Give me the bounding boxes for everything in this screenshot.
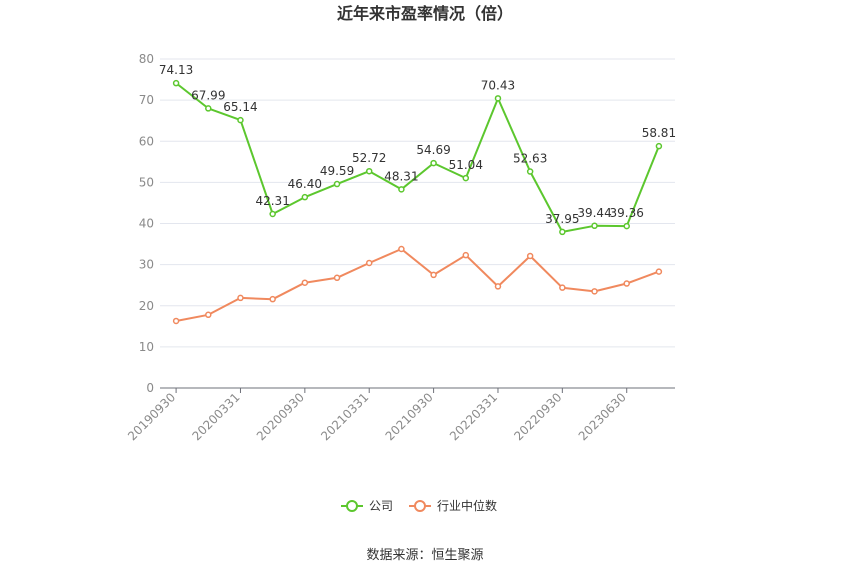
data-label: 51.04 (449, 158, 483, 172)
x-tick-label: 20200930 (254, 390, 307, 443)
data-label: 52.63 (513, 152, 547, 166)
y-tick-label: 20 (139, 299, 154, 313)
series-line-industry-median (175, 248, 660, 322)
x-tick-label: 20210930 (383, 390, 436, 443)
y-tick-label: 50 (139, 175, 154, 189)
data-point[interactable] (205, 311, 212, 319)
legend-item-industry-median[interactable]: 行业中位数 (409, 498, 497, 513)
data-point[interactable] (398, 245, 405, 253)
data-point[interactable] (623, 280, 630, 287)
data-point[interactable] (237, 116, 244, 124)
data-point[interactable] (333, 180, 341, 188)
y-tick-label: 30 (139, 258, 154, 272)
data-label: 58.81 (642, 126, 676, 140)
data-point[interactable] (269, 295, 276, 303)
y-tick-label: 60 (139, 134, 154, 148)
x-tick-label: 20190930 (125, 390, 178, 443)
data-point[interactable] (430, 159, 437, 167)
legend-label: 行业中位数 (437, 498, 497, 513)
data-label: 70.43 (481, 78, 515, 92)
chart-title: 近年来市盈率情况（倍） (337, 4, 513, 23)
legend-marker-icon (346, 500, 358, 512)
data-label: 48.31 (384, 169, 418, 183)
data-point[interactable] (365, 259, 373, 267)
data-point[interactable] (526, 168, 534, 175)
data-label: 39.36 (610, 206, 644, 220)
data-point[interactable] (655, 268, 663, 275)
legend-marker-icon (414, 500, 426, 512)
y-tick-label: 0 (146, 381, 154, 395)
data-label: 74.13 (159, 63, 193, 77)
data-point[interactable] (559, 284, 566, 291)
data-point[interactable] (591, 222, 598, 230)
data-point[interactable] (301, 279, 309, 286)
data-point[interactable] (172, 79, 180, 87)
data-label: 67.99 (191, 88, 225, 102)
data-point[interactable] (462, 251, 470, 259)
x-tick-label: 20220331 (447, 390, 500, 443)
y-tick-label: 70 (139, 93, 154, 107)
series-layer (172, 79, 663, 325)
data-label: 49.59 (320, 164, 354, 178)
data-label: 46.40 (288, 177, 322, 191)
data-point[interactable] (526, 252, 534, 260)
y-tick-label: 10 (139, 340, 154, 354)
grid (160, 58, 675, 348)
x-tick-label: 20200331 (190, 390, 243, 443)
data-point[interactable] (269, 210, 276, 218)
data-point[interactable] (462, 174, 470, 182)
data-point[interactable] (494, 95, 502, 102)
series-line-company (175, 82, 660, 233)
data-point[interactable] (398, 186, 405, 193)
legend-item-company[interactable]: 公司 (341, 499, 393, 513)
data-point[interactable] (237, 294, 244, 302)
x-tick-label: 20220930 (511, 390, 564, 443)
data-point[interactable] (365, 167, 373, 175)
data-point[interactable] (172, 317, 180, 325)
data-point[interactable] (301, 193, 309, 201)
y-tick-label: 40 (139, 217, 154, 231)
data-point[interactable] (559, 228, 566, 236)
data-point[interactable] (623, 222, 630, 230)
data-point[interactable] (205, 105, 212, 112)
x-tick-label: 20230630 (576, 390, 629, 443)
data-label: 42.31 (255, 194, 289, 208)
data-point[interactable] (430, 271, 437, 279)
x-tick-label: 20210331 (318, 390, 371, 443)
data-point[interactable] (494, 283, 502, 290)
data-label: 65.14 (223, 100, 257, 114)
legend[interactable]: 公司 行业中位数 (341, 498, 497, 513)
data-label: 52.72 (352, 151, 386, 165)
data-label: 37.95 (545, 212, 579, 226)
data-point[interactable] (333, 274, 341, 282)
data-label: 39.44 (577, 206, 611, 220)
data-label: 54.69 (416, 143, 450, 157)
data-point[interactable] (655, 142, 663, 150)
source-note: 数据来源：恒生聚源 (366, 548, 483, 563)
y-tick-label: 80 (139, 52, 154, 66)
legend-label: 公司 (369, 499, 393, 513)
data-point[interactable] (591, 288, 598, 295)
